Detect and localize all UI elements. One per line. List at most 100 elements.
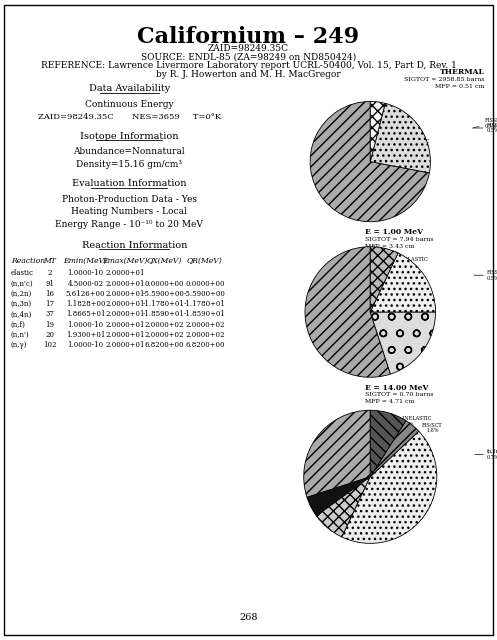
Text: 0.0000+00: 0.0000+00 [144,280,184,288]
Text: Energy Range - 10⁻¹⁰ to 20 MeV: Energy Range - 10⁻¹⁰ to 20 MeV [55,220,203,229]
Text: 1.0000-10: 1.0000-10 [68,321,103,329]
Text: 2.0000+02: 2.0000+02 [185,331,225,339]
Text: (n,f): (n,f) [11,321,26,329]
Text: 2.0000+01: 2.0000+01 [105,269,145,278]
Text: E = 14.00 MeV: E = 14.00 MeV [365,384,429,392]
Text: QR(MeV): QR(MeV) [187,257,223,266]
Text: QX(MeV): QX(MeV) [146,257,182,266]
Text: SIGTOT = 0.70 barns: SIGTOT = 0.70 barns [365,392,434,397]
Text: TOTAL INELASTIC
2.8%: TOTAL INELASTIC 2.8% [384,416,431,426]
Text: 2: 2 [47,269,52,278]
Text: 2.0000+01: 2.0000+01 [105,331,145,339]
Text: elastic: elastic [11,269,34,278]
Text: ELASTIC
16.4%: ELASTIC 16.4% [406,284,429,294]
Text: by R. J. Howerton and M. H. MacGregor: by R. J. Howerton and M. H. MacGregor [156,70,341,79]
Text: Data Availability: Data Availability [88,84,170,93]
Text: Continuous Energy: Continuous Energy [85,100,173,109]
Wedge shape [317,477,370,537]
Text: 1.8665+01: 1.8665+01 [66,310,105,319]
Text: 17: 17 [45,300,54,308]
Text: Photon-Production Data - Yes: Photon-Production Data - Yes [62,195,197,204]
Text: 1.0000-10: 1.0000-10 [68,341,103,349]
Text: SIGTOT = 7.94 barns: SIGTOT = 7.94 barns [365,237,434,242]
Text: Heating Numbers - Local: Heating Numbers - Local [72,207,187,216]
Text: 37: 37 [45,310,54,319]
Text: SIGTOT = 2958.85 barns: SIGTOT = 2958.85 barns [404,77,485,82]
Text: MT: MT [43,257,56,266]
Text: (n,n'c): (n,n'c) [11,280,34,288]
Text: FIS/SCT
1.8%: FIS/SCT 1.8% [422,422,443,433]
Text: ZAID=98249.35C       NES=3659     T=0°K: ZAID=98249.35C NES=3659 T=0°K [38,113,221,120]
Text: -5.5900+00: -5.5900+00 [184,290,226,298]
Text: Reaction Information: Reaction Information [82,241,187,250]
Text: 268: 268 [239,613,258,622]
Wedge shape [370,410,406,477]
Text: 2.0000+02: 2.0000+02 [144,331,184,339]
Text: FISSION
0.5%: FISSION 0.5% [474,118,497,129]
Text: Density=15.16 gm/cm³: Density=15.16 gm/cm³ [76,160,182,169]
Text: (n,γ): (n,γ) [11,341,27,349]
Text: Evaluation Information: Evaluation Information [72,179,186,188]
Text: (n,4n): (n,4n) [11,310,32,319]
Text: Reaction: Reaction [11,257,45,266]
Text: Californium – 249: Californium – 249 [138,26,359,47]
Wedge shape [310,102,429,221]
Wedge shape [370,420,419,477]
Text: 1.1828+00: 1.1828+00 [66,300,105,308]
Wedge shape [307,477,370,516]
Text: MFP = 4.71 cm: MFP = 4.71 cm [365,399,414,404]
Text: 2.0000+01: 2.0000+01 [105,290,145,298]
Text: TOTAL FISSION
47.2%: TOTAL FISSION 47.2% [353,110,397,120]
Text: SOURCE: ENDL-85 (ZA=98249 on ND850424): SOURCE: ENDL-85 (ZA=98249 on ND850424) [141,52,356,61]
Text: Emax(MeV): Emax(MeV) [102,257,148,266]
Text: 91: 91 [45,280,54,288]
Text: ZAID=98249.35C: ZAID=98249.35C [208,44,289,52]
Text: 19: 19 [45,321,54,329]
Text: Abundance=Nonnatural: Abundance=Nonnatural [74,147,185,156]
Text: Isotope Information: Isotope Information [80,132,178,141]
Text: (n,3n): (n,3n) [11,300,32,308]
Text: 102: 102 [43,341,57,349]
Text: MFP = 3.43 cm: MFP = 3.43 cm [365,244,414,249]
Text: THERMAL: THERMAL [440,68,485,76]
Text: 2.0000+01: 2.0000+01 [105,321,145,329]
Text: -1.8590+01: -1.8590+01 [184,310,226,319]
Text: 0.0000+00: 0.0000+00 [185,280,225,288]
Text: 2.0000+02: 2.0000+02 [144,321,184,329]
Wedge shape [304,410,370,497]
Text: ELASTIC
28.8%: ELASTIC 28.8% [406,139,429,149]
Text: ELASTIC
44.9%: ELASTIC 44.9% [406,443,429,453]
Text: -1.1780+01: -1.1780+01 [143,300,185,308]
Text: 20: 20 [45,331,54,339]
Wedge shape [370,312,435,374]
Text: 5.6126+00: 5.6126+00 [66,290,105,298]
Wedge shape [370,103,430,173]
Text: 2.0000+02: 2.0000+02 [185,321,225,329]
Text: FISSION
0.5%: FISSION 0.5% [487,270,497,280]
Text: -5.5900+00: -5.5900+00 [143,290,185,298]
Text: 2.0000+01: 2.0000+01 [105,300,145,308]
Text: 1.0000-10: 1.0000-10 [68,269,103,278]
Text: (n,2n)
0.7%: (n,2n) 0.7% [487,449,497,460]
Text: 1.9300+01: 1.9300+01 [66,331,105,339]
Text: 2.0000+01: 2.0000+01 [105,341,145,349]
Text: Emin(MeV): Emin(MeV) [64,257,107,266]
Wedge shape [342,431,437,543]
Text: 2.0000+01: 2.0000+01 [105,310,145,319]
Wedge shape [370,246,398,312]
Text: TOTAL FISSION
71.8%: TOTAL FISSION 71.8% [346,270,390,280]
Wedge shape [305,246,391,377]
Text: E = 1.00 MeV: E = 1.00 MeV [365,228,423,236]
Text: TOTAL INELASTIC
11.3%: TOTAL INELASTIC 11.3% [377,257,428,268]
Text: 2.0000+01: 2.0000+01 [105,280,145,288]
Text: -1.1780+01: -1.1780+01 [184,300,226,308]
Text: 6.8200+00: 6.8200+00 [144,341,184,349]
Text: -1.8590+01: -1.8590+01 [143,310,185,319]
Text: TOTAL FISSION
41.6%: TOTAL FISSION 41.6% [346,429,390,439]
Text: REFERENCE: Lawrence Livermore Laboratory report UCRL-50400, Vol. 15, Part D, Rev: REFERENCE: Lawrence Livermore Laboratory… [41,61,456,70]
Text: 4.5000-02: 4.5000-02 [68,280,103,288]
Text: (n,n'): (n,n') [11,331,29,339]
Text: MFP = 0.51 cm: MFP = 0.51 cm [435,84,485,89]
Text: (n,2n): (n,2n) [11,290,32,298]
Text: 16: 16 [45,290,54,298]
